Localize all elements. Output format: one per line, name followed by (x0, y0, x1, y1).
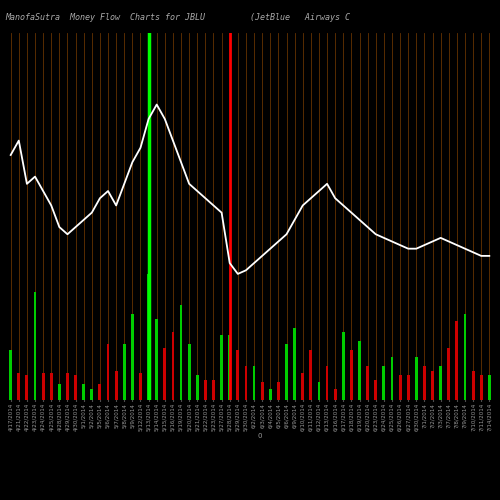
Bar (293, 328, 296, 400)
Bar (131, 314, 134, 400)
Bar (204, 380, 207, 400)
Bar (98, 384, 102, 400)
Bar (285, 344, 288, 400)
Bar (26, 375, 29, 400)
Bar (90, 389, 93, 400)
Bar (488, 375, 490, 400)
Bar (106, 344, 110, 400)
Bar (220, 335, 223, 400)
Bar (448, 348, 450, 400)
Bar (456, 320, 458, 400)
Bar (114, 371, 117, 400)
Bar (415, 357, 418, 400)
Bar (236, 350, 240, 400)
Bar (188, 344, 190, 400)
Bar (164, 348, 166, 400)
Bar (277, 382, 280, 400)
Bar (66, 373, 69, 400)
Bar (139, 373, 142, 400)
Bar (374, 380, 377, 400)
Bar (228, 335, 231, 400)
Bar (42, 373, 44, 400)
Bar (350, 350, 353, 400)
Bar (244, 366, 248, 400)
Bar (423, 366, 426, 400)
Bar (390, 357, 394, 400)
Bar (34, 292, 36, 400)
Bar (50, 373, 52, 400)
Bar (269, 389, 272, 400)
Bar (10, 350, 12, 400)
Bar (334, 389, 336, 400)
Bar (82, 384, 85, 400)
Bar (252, 366, 256, 400)
Bar (123, 344, 126, 400)
Bar (342, 332, 344, 400)
Bar (18, 373, 20, 400)
Bar (439, 366, 442, 400)
Text: 0: 0 (258, 432, 262, 438)
Bar (382, 366, 386, 400)
Bar (172, 332, 174, 400)
Text: ManofaSutra  Money Flow  Charts for JBLU: ManofaSutra Money Flow Charts for JBLU (5, 12, 205, 22)
Bar (180, 306, 182, 400)
Bar (366, 366, 369, 400)
Bar (156, 319, 158, 400)
Bar (398, 375, 402, 400)
Bar (358, 342, 361, 400)
Bar (196, 375, 198, 400)
Bar (147, 274, 150, 400)
Bar (302, 373, 304, 400)
Bar (472, 371, 474, 400)
Text: (JetBlue   Airways C: (JetBlue Airways C (250, 12, 350, 22)
Bar (431, 371, 434, 400)
Bar (212, 380, 215, 400)
Bar (464, 314, 466, 400)
Bar (326, 366, 328, 400)
Bar (310, 350, 312, 400)
Bar (260, 382, 264, 400)
Bar (74, 375, 77, 400)
Bar (318, 382, 320, 400)
Bar (407, 375, 410, 400)
Bar (58, 384, 61, 400)
Bar (480, 375, 482, 400)
